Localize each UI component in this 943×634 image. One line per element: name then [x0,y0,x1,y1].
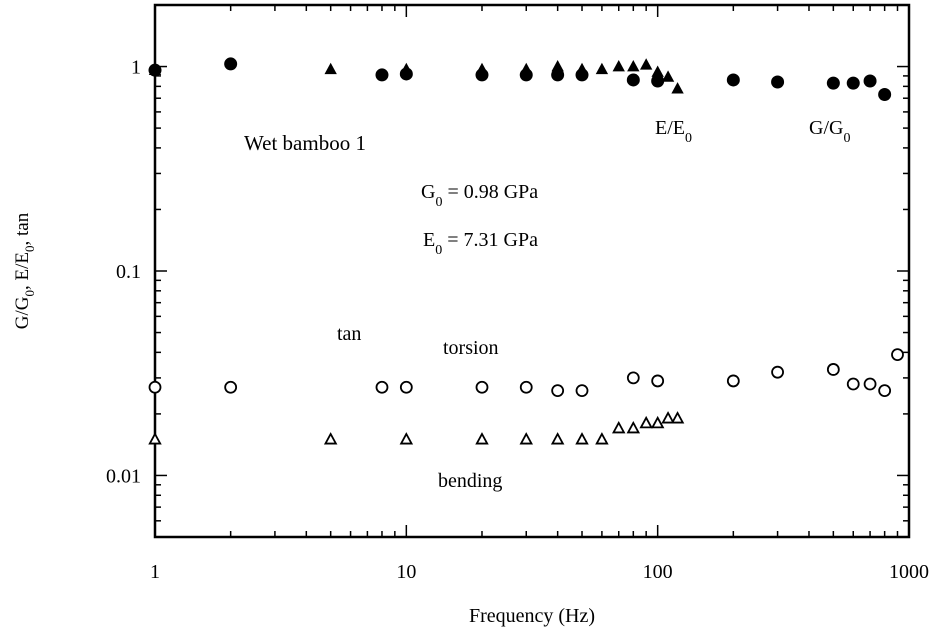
marker-filled-circle [863,74,877,88]
marker-filled-circle [846,76,860,90]
marker-filled-circle [826,76,840,90]
marker-open-circle [551,384,565,398]
marker-filled-triangle [661,70,675,82]
marker-filled-circle [551,68,565,82]
g0-subscript: 0 [435,195,442,210]
y-axis-title-subscript: 0 [22,290,37,297]
marker-filled-triangle [595,62,609,75]
marker-filled-triangle [651,65,664,77]
g0-value: = 0.98 GPa [442,181,538,203]
marker-filled-triangle [400,62,413,75]
g-ratio-label: G/G0 [809,117,850,146]
y-axis-title-part: , tan [12,212,33,245]
marker-open-circle [399,380,413,394]
axis-ticks [155,5,909,537]
x-axis-title: Frequency (Hz) [469,605,595,627]
x-tick-label: 100 [643,561,673,583]
y-tick-label: 0.01 [106,465,141,487]
e0-annotation: E0 = 7.31 GPa [423,229,538,258]
g-ratio-main: G/G [809,117,843,139]
e-ratio-subscript: 0 [685,131,692,146]
e0-main: E [423,229,435,251]
marker-open-circle [878,384,892,398]
marker-open-triangle [475,432,489,445]
marker-open-circle [519,380,533,394]
marker-open-triangle [148,432,162,445]
marker-filled-circle [375,68,389,82]
g0-annotation: G0 = 0.98 GPa [421,181,538,210]
y-axis-title-part: G/G [12,296,33,329]
marker-open-circle [726,374,740,388]
marker-open-triangle [626,420,641,434]
marker-filled-triangle [148,63,162,76]
g-ratio-subscript: 0 [843,131,850,146]
marker-open-triangle [519,432,533,445]
marker-open-circle [846,377,860,391]
marker-open-triangle [650,415,665,429]
marker-open-circle [475,380,489,394]
marker-open-circle [626,371,640,385]
marker-filled-circle [771,75,785,89]
marker-filled-circle [878,87,892,101]
marker-filled-triangle [475,62,489,75]
marker-open-triangle [611,420,626,434]
x-tick-label: 1 [150,561,160,583]
marker-open-triangle [661,411,675,424]
data-points [148,57,904,445]
marker-open-circle [375,380,389,394]
specimen-label: Wet bamboo 1 [244,131,366,155]
marker-filled-triangle [671,82,684,94]
marker-filled-triangle [575,62,589,75]
y-axis-title-subscript: 0 [22,245,37,252]
torsion-label: torsion [443,337,499,359]
marker-open-triangle [595,432,609,445]
marker-filled-circle [224,57,238,71]
marker-filled-triangle [612,60,625,72]
g0-main: G [421,181,435,203]
x-tick-label: 1000 [889,561,929,583]
e0-value: = 7.31 GPa [442,229,538,251]
marker-open-circle [863,377,877,391]
marker-open-circle [224,380,238,394]
marker-open-triangle [550,432,565,445]
marker-open-circle [826,363,840,376]
marker-filled-circle [651,74,665,88]
y-axis-title-part: , E/E [12,252,33,290]
e-ratio-label: E/E0 [655,117,692,146]
marker-open-circle [891,348,904,362]
plot-frame [153,3,911,539]
marker-filled-triangle [520,62,533,75]
marker-filled-triangle [324,62,337,75]
marker-open-triangle [323,432,338,445]
marker-open-circle [148,380,162,394]
e0-subscript: 0 [435,243,442,258]
marker-filled-circle [726,73,740,87]
marker-filled-triangle [639,58,653,70]
bending-label: bending [438,470,502,492]
marker-filled-circle [626,73,640,87]
y-tick-label: 0.1 [116,261,141,283]
marker-open-circle [575,384,589,398]
y-tick-label: 1 [131,57,141,79]
y-axis-title: G/G0, E/E0, tan [12,212,37,329]
x-tick-label: 10 [396,561,416,583]
tick-labels: 1 10 100 1000 1 0.1 0.01 [106,57,929,583]
marker-filled-triangle [627,60,640,72]
marker-open-triangle [670,411,685,424]
marker-open-triangle [399,432,414,445]
marker-open-circle [651,374,665,388]
marker-filled-triangle [551,60,564,72]
marker-open-triangle [639,415,653,429]
marker-open-circle [771,365,784,379]
tan-label: tan [337,323,361,345]
e-ratio-main: E/E [655,117,685,139]
marker-open-triangle [575,432,589,445]
